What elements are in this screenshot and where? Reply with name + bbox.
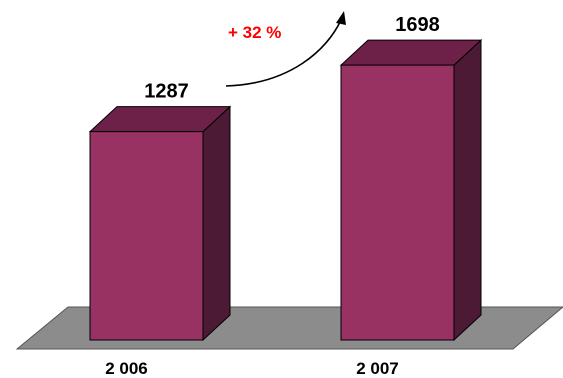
- value-labels-group: 1287 1698: [144, 14, 440, 103]
- bar-front-face: [340, 64, 455, 341]
- bar-front-face: [89, 131, 204, 341]
- growth-arrow-icon: [225, 19, 342, 87]
- value-label-2: 1698: [395, 14, 440, 36]
- bar-1: [88, 105, 232, 342]
- category-label-2: 2 007: [356, 359, 399, 378]
- value-label-1: 1287: [144, 81, 189, 103]
- bar-side-face: [202, 105, 231, 342]
- bars-group: [88, 38, 483, 342]
- category-tick-labels: 2 006 2 007: [105, 359, 399, 378]
- bar-2: [339, 38, 483, 342]
- category-label-1: 2 006: [105, 359, 148, 378]
- growth-annotation: + 32 %: [228, 23, 281, 42]
- bar-side-face: [453, 38, 482, 342]
- growth-arrowhead-icon: [336, 11, 346, 25]
